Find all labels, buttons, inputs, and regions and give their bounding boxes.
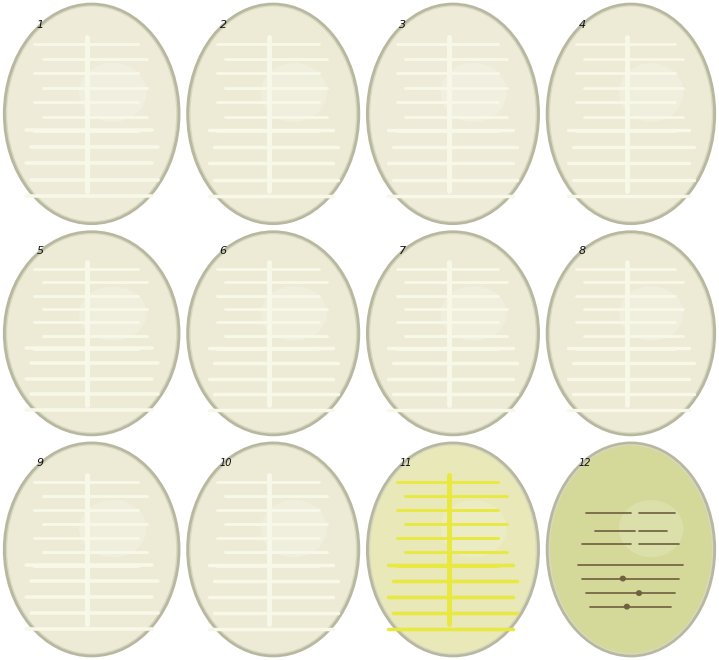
Bar bbox=[363, 228, 543, 439]
Ellipse shape bbox=[189, 5, 357, 222]
Bar bbox=[0, 439, 183, 660]
Ellipse shape bbox=[550, 234, 712, 432]
Bar bbox=[543, 0, 719, 228]
Text: 12: 12 bbox=[578, 458, 591, 469]
Bar bbox=[183, 439, 363, 660]
Ellipse shape bbox=[370, 7, 536, 221]
Ellipse shape bbox=[370, 446, 536, 653]
Ellipse shape bbox=[369, 5, 537, 222]
Ellipse shape bbox=[7, 446, 176, 653]
Ellipse shape bbox=[3, 230, 180, 436]
Bar bbox=[0, 228, 183, 439]
Bar bbox=[543, 228, 719, 439]
Ellipse shape bbox=[546, 3, 716, 225]
Ellipse shape bbox=[186, 230, 360, 436]
Ellipse shape bbox=[549, 5, 713, 222]
Text: 2: 2 bbox=[219, 20, 226, 30]
Ellipse shape bbox=[619, 63, 684, 122]
Text: 11: 11 bbox=[399, 458, 412, 469]
Bar bbox=[363, 0, 543, 228]
Text: 3: 3 bbox=[399, 20, 406, 30]
Text: 4: 4 bbox=[578, 20, 585, 30]
Ellipse shape bbox=[441, 63, 507, 122]
Ellipse shape bbox=[441, 286, 507, 341]
Ellipse shape bbox=[261, 500, 327, 557]
Ellipse shape bbox=[6, 233, 178, 434]
Bar bbox=[543, 439, 719, 660]
Circle shape bbox=[624, 605, 629, 609]
Ellipse shape bbox=[366, 442, 540, 657]
Ellipse shape bbox=[550, 7, 712, 221]
Ellipse shape bbox=[7, 7, 176, 221]
Circle shape bbox=[620, 576, 626, 581]
Ellipse shape bbox=[369, 444, 537, 655]
Ellipse shape bbox=[366, 230, 540, 436]
Circle shape bbox=[636, 591, 641, 595]
Text: 9: 9 bbox=[37, 458, 44, 469]
Ellipse shape bbox=[546, 230, 716, 436]
Ellipse shape bbox=[441, 500, 507, 557]
Ellipse shape bbox=[550, 446, 712, 653]
Ellipse shape bbox=[6, 5, 178, 222]
Text: 7: 7 bbox=[399, 246, 406, 256]
Text: 5: 5 bbox=[37, 246, 44, 256]
Ellipse shape bbox=[189, 444, 357, 655]
Ellipse shape bbox=[6, 444, 178, 655]
Text: 1: 1 bbox=[37, 20, 44, 30]
Ellipse shape bbox=[79, 63, 147, 122]
Text: 6: 6 bbox=[219, 246, 226, 256]
Text: 8: 8 bbox=[578, 246, 585, 256]
Bar bbox=[183, 0, 363, 228]
Ellipse shape bbox=[191, 234, 356, 432]
Ellipse shape bbox=[366, 3, 540, 225]
Ellipse shape bbox=[79, 286, 147, 341]
Ellipse shape bbox=[619, 500, 684, 557]
Ellipse shape bbox=[191, 7, 356, 221]
Ellipse shape bbox=[186, 442, 360, 657]
Ellipse shape bbox=[191, 446, 356, 653]
Ellipse shape bbox=[261, 286, 327, 341]
Ellipse shape bbox=[370, 234, 536, 432]
Ellipse shape bbox=[7, 234, 176, 432]
Text: 10: 10 bbox=[219, 458, 232, 469]
Bar bbox=[183, 228, 363, 439]
Ellipse shape bbox=[79, 500, 147, 557]
Ellipse shape bbox=[546, 442, 716, 657]
Ellipse shape bbox=[3, 3, 180, 225]
Ellipse shape bbox=[261, 63, 327, 122]
Ellipse shape bbox=[3, 442, 180, 657]
Bar bbox=[0, 0, 183, 228]
Ellipse shape bbox=[369, 233, 537, 434]
Ellipse shape bbox=[186, 3, 360, 225]
Bar bbox=[363, 439, 543, 660]
Ellipse shape bbox=[619, 286, 684, 341]
Ellipse shape bbox=[549, 233, 713, 434]
Ellipse shape bbox=[189, 233, 357, 434]
Ellipse shape bbox=[549, 444, 713, 655]
